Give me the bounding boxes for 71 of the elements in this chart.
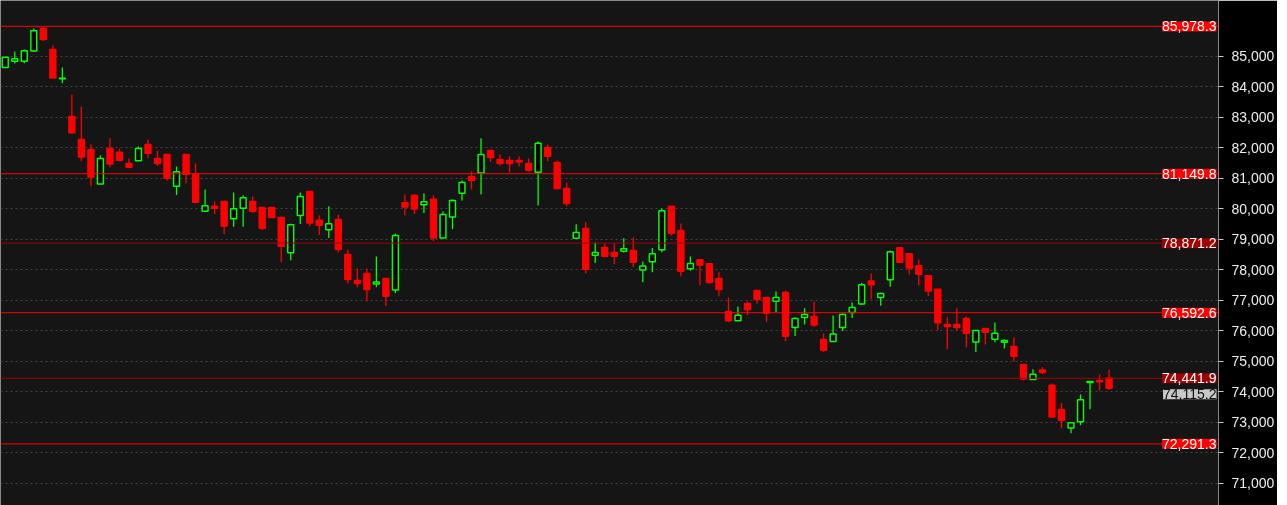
y-tick-label: 73,000 <box>1231 414 1275 431</box>
candlestick <box>439 210 447 239</box>
candlestick <box>696 258 704 286</box>
y-tick-label: 79,000 <box>1231 231 1275 248</box>
candlestick <box>629 236 637 268</box>
candlestick <box>772 290 780 313</box>
y-tick-label: 76,000 <box>1231 322 1275 339</box>
candlestick <box>239 194 247 228</box>
candlestick <box>315 214 323 236</box>
candlestick <box>68 93 76 135</box>
candlestick <box>77 105 86 162</box>
candlestick <box>867 272 875 300</box>
candlestick <box>229 191 238 228</box>
candlestick <box>144 138 152 159</box>
candlestick <box>819 332 828 353</box>
candlestick <box>201 188 209 212</box>
y-tick-label: 85,000 <box>1231 48 1275 65</box>
y-tick-label: 71,000 <box>1231 475 1275 492</box>
y-tick-label: 75,000 <box>1231 353 1275 370</box>
candlestick <box>715 271 723 297</box>
candlestick <box>325 205 333 239</box>
candlestick <box>1057 402 1066 429</box>
candlestick <box>610 242 618 265</box>
candlestick <box>515 155 523 168</box>
candlestick <box>857 282 866 306</box>
candlestick <box>382 277 390 307</box>
candlestick <box>401 193 409 217</box>
ref-line-label: 81,149.8 <box>1162 165 1217 182</box>
candlestick <box>591 241 599 264</box>
candlestick <box>258 206 266 231</box>
candlestick <box>562 181 571 208</box>
candlestick <box>1076 393 1085 426</box>
y-tick-label: 83,000 <box>1231 109 1275 126</box>
candlestick <box>448 198 457 230</box>
candlestick <box>1010 336 1018 363</box>
y-tick-label: 81,000 <box>1231 170 1275 187</box>
y-tick-label: 80,000 <box>1231 200 1275 217</box>
y-tick-label: 77,000 <box>1231 292 1275 309</box>
candlestick <box>372 255 381 288</box>
candlestick <box>915 258 923 287</box>
candlestick <box>477 137 485 196</box>
y-tick-label: 78,000 <box>1231 261 1275 278</box>
ref-line-label: 76,592.6 <box>1162 304 1217 321</box>
candlestick <box>1105 369 1113 391</box>
candlestick <box>420 192 428 214</box>
y-tick-label: 82,000 <box>1231 139 1275 156</box>
ref-line-label: 74,441.9 <box>1162 370 1217 387</box>
candlestick <box>962 315 971 349</box>
annotation: 74,115.2 <box>1163 386 1217 403</box>
candlestick <box>410 193 419 215</box>
ref-line-label: 72,291.3 <box>1162 435 1217 452</box>
candlestick <box>296 191 304 225</box>
candlestick <box>458 179 466 202</box>
candlestick <box>363 267 371 303</box>
ref-line-label: 78,871.2 <box>1162 235 1217 252</box>
candlestick <box>991 321 999 343</box>
y-tick-label: 72,000 <box>1231 444 1275 461</box>
candlestick <box>972 329 980 353</box>
candlestick <box>648 247 657 274</box>
candlestick <box>639 260 647 283</box>
candlestick <box>106 137 114 168</box>
candlestick <box>924 274 932 297</box>
candlestick <box>172 165 181 196</box>
candlestick <box>791 316 799 337</box>
ref-line-label: 85,978.3 <box>1162 18 1217 35</box>
y-tick-label: 74,000 <box>1231 383 1275 400</box>
candlestick <box>829 314 837 343</box>
candlestick <box>353 267 362 288</box>
candlestick <box>905 253 913 276</box>
candlestick <box>1086 380 1094 410</box>
y-tick-label: 84,000 <box>1231 78 1275 95</box>
